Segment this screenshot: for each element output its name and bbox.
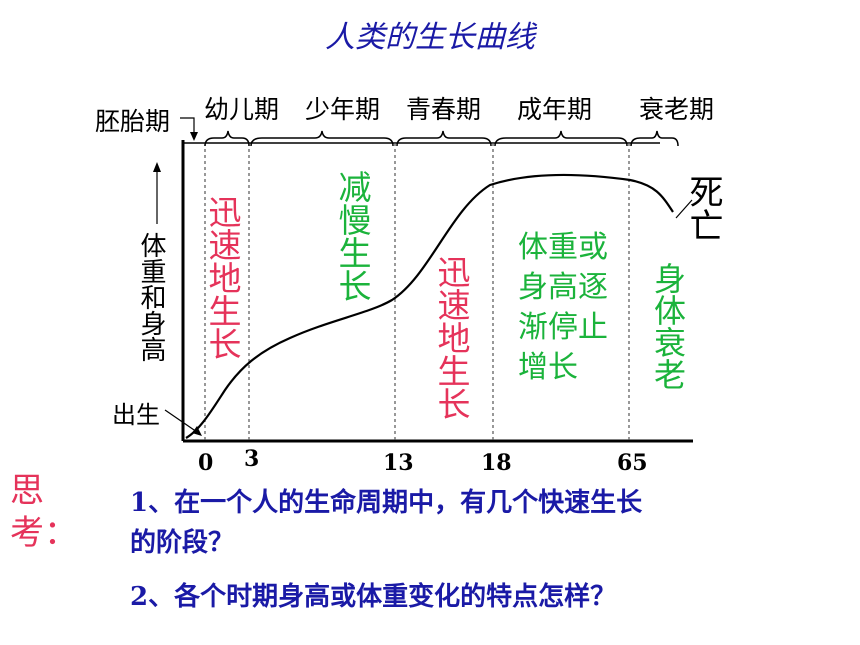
note-slow-growth: 减慢生长 xyxy=(333,170,372,302)
brace-adulthood xyxy=(494,130,628,147)
birth-label: 出生 xyxy=(112,401,160,429)
y-label-arrow-head xyxy=(153,162,161,172)
birth-pointer-head xyxy=(192,426,202,436)
think-label: 思考： xyxy=(10,471,78,553)
stage-childhood-label: 少年期 xyxy=(305,95,381,124)
note-growth-stops-line: 增长 xyxy=(518,350,578,385)
tick-age-0: 0 xyxy=(198,450,214,476)
y-axis-label: 体重和身高 xyxy=(136,232,166,362)
stage-infancy-label: 幼儿期 xyxy=(204,95,280,124)
growth-curve xyxy=(185,173,674,439)
stage-adulthood-label: 成年期 xyxy=(517,95,593,124)
death-pointer xyxy=(675,199,693,219)
brace-childhood xyxy=(250,130,394,147)
brace-senescence xyxy=(630,130,679,147)
embryo-pointer-head xyxy=(190,132,198,141)
question-2: 2、各个时期身高或体重变化的特点怎样？ xyxy=(130,582,617,612)
note-growth-stops: 体重或 身高逐 渐停止 增长 xyxy=(518,228,608,388)
note-rapid-growth-1: 迅速地生长 xyxy=(203,195,242,360)
stage-adolescence-label: 青春期 xyxy=(406,95,482,124)
brace-infancy xyxy=(204,130,250,147)
note-growth-stops-line: 体重或 xyxy=(518,230,608,265)
tick-age-3: 3 xyxy=(244,446,260,472)
question-1-line-2: 的阶段？ xyxy=(130,528,235,558)
death-label: 死亡 xyxy=(683,174,723,242)
brace-adolescence xyxy=(396,130,492,147)
birth-pointer xyxy=(164,409,198,433)
page-title: 人类的生长曲线 xyxy=(325,20,535,55)
question-1-line-1: 1、在一个人的生命周期中，有几个快速生长 xyxy=(130,488,643,518)
note-growth-stops-line: 身高逐 xyxy=(518,270,608,305)
tick-age-18: 18 xyxy=(481,450,512,476)
note-growth-stops-line: 渐停止 xyxy=(518,310,608,345)
tick-age-65: 65 xyxy=(617,450,648,476)
note-body-aging: 身体衰老 xyxy=(649,262,687,390)
embryo-pointer xyxy=(180,117,195,135)
stage-senescence-label: 衰老期 xyxy=(639,95,715,124)
note-rapid-growth-2: 迅速地生长 xyxy=(432,255,471,420)
tick-age-13: 13 xyxy=(383,450,414,476)
stage-embryo-label: 胚胎期 xyxy=(95,107,171,136)
